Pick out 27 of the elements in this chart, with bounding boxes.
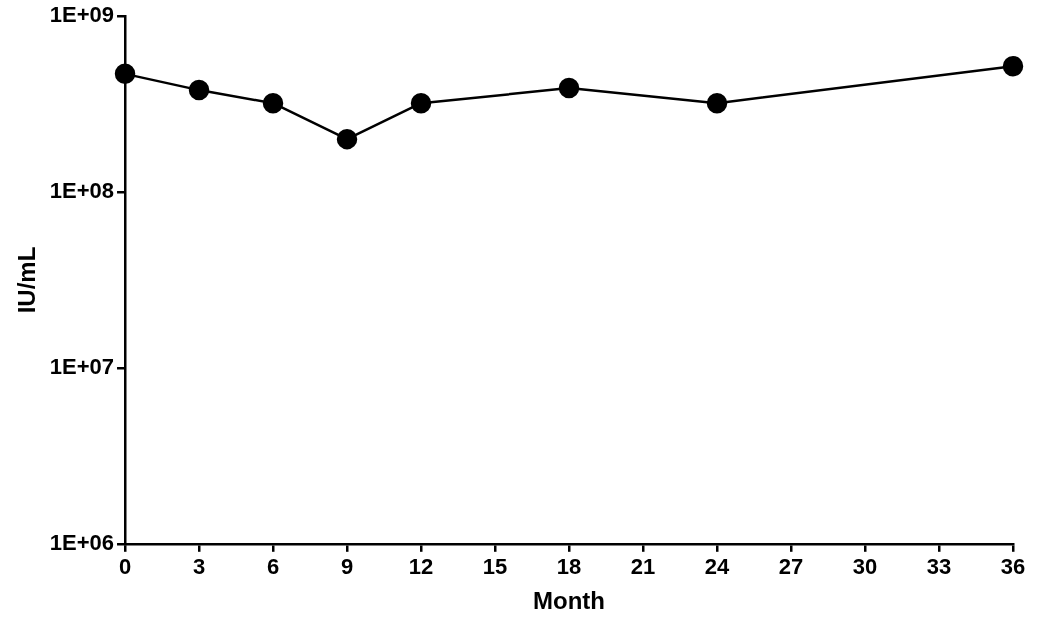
y-tick-label: 1E+06 (49, 529, 115, 555)
x-tick-label: 18 (556, 554, 582, 580)
x-tick-label: 6 (266, 554, 280, 580)
x-tick-label: 24 (704, 554, 730, 580)
point (336, 128, 358, 150)
x-tick-label: 9 (340, 554, 354, 580)
x-tick-label: 27 (778, 554, 804, 580)
x-tick-label: 30 (852, 554, 878, 580)
y-tick-label: 1E+08 (49, 178, 115, 204)
y-tick-label: 1E+09 (49, 2, 115, 28)
point (706, 92, 728, 114)
x-tick-label: 3 (192, 554, 206, 580)
point (410, 92, 432, 114)
point (1002, 55, 1024, 77)
point (188, 79, 210, 101)
point (558, 77, 580, 99)
x-tick-label: 12 (408, 554, 434, 580)
x-tick-label: 15 (482, 554, 508, 580)
point (262, 92, 284, 114)
x-tick-label: 0 (118, 554, 132, 580)
x-tick-label: 36 (1000, 554, 1026, 580)
y-axis-title: IU/mL (13, 246, 41, 314)
x-tick-label: 21 (630, 554, 656, 580)
point (114, 63, 136, 85)
x-axis-title: Month (533, 587, 605, 615)
x-tick-label: 33 (926, 554, 952, 580)
y-tick-label: 1E+07 (49, 354, 115, 379)
